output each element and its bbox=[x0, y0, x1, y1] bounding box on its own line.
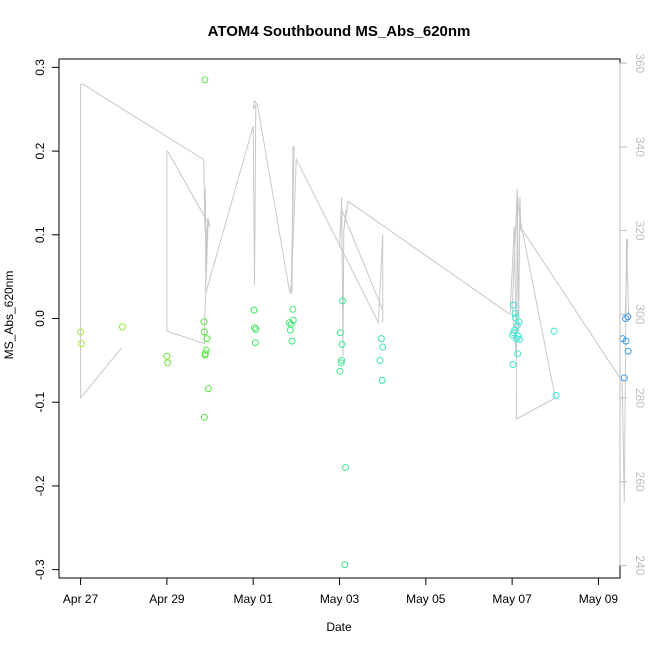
y-axis: -0.3 -0.2 -0.1 0.0 0.1 0.2 0.3 bbox=[33, 59, 60, 580]
data-point bbox=[201, 351, 209, 359]
data-point bbox=[204, 385, 212, 393]
x-axis-label: Date bbox=[326, 620, 352, 634]
data-point bbox=[202, 346, 210, 354]
x-tick-label: May 05 bbox=[406, 592, 446, 606]
secondary-tick-label: 240 bbox=[633, 555, 647, 575]
points-layer bbox=[77, 76, 632, 569]
data-point bbox=[624, 313, 632, 321]
data-point bbox=[624, 347, 632, 355]
data-point bbox=[509, 301, 517, 309]
data-point bbox=[163, 352, 171, 360]
data-point bbox=[622, 337, 630, 345]
data-point bbox=[201, 76, 209, 84]
data-point bbox=[379, 343, 387, 351]
x-axis: Apr 27 Apr 29 May 01 May 03 May 05 May 07 May … bbox=[63, 577, 619, 606]
y-tick-label: -0.2 bbox=[33, 475, 47, 496]
data-point bbox=[200, 413, 208, 421]
data-point bbox=[252, 325, 260, 333]
data-point bbox=[337, 359, 345, 367]
data-point bbox=[550, 327, 558, 335]
data-point bbox=[203, 335, 211, 343]
x-tick-label: May 07 bbox=[492, 592, 532, 606]
data-point bbox=[509, 361, 517, 368]
y-tick-label: 0.3 bbox=[33, 59, 47, 76]
data-point bbox=[622, 315, 630, 322]
data-point bbox=[515, 318, 523, 326]
data-point bbox=[200, 328, 208, 336]
y-tick-label: 0.2 bbox=[33, 142, 47, 159]
data-point bbox=[516, 335, 523, 343]
data-point bbox=[511, 310, 519, 317]
y-tick-label: 0.1 bbox=[33, 226, 47, 243]
data-point bbox=[552, 392, 560, 399]
y-tick-label: 0.0 bbox=[33, 310, 47, 327]
data-point bbox=[288, 337, 296, 345]
data-point bbox=[289, 305, 297, 313]
data-point bbox=[514, 350, 522, 358]
data-point bbox=[200, 318, 208, 326]
chart-title: ATOM4 Southbound MS_Abs_620nm bbox=[208, 23, 471, 40]
secondary-tick-label: 300 bbox=[633, 304, 647, 324]
y-tick-label: -0.1 bbox=[33, 392, 47, 413]
data-point bbox=[378, 376, 386, 384]
data-point bbox=[338, 356, 346, 364]
data-point bbox=[376, 356, 384, 364]
data-point bbox=[251, 339, 259, 347]
data-point bbox=[338, 340, 346, 348]
track-line bbox=[80, 83, 630, 503]
track-layer bbox=[80, 83, 630, 503]
data-point bbox=[342, 464, 349, 471]
data-point bbox=[512, 314, 520, 322]
plot-frame bbox=[58, 58, 621, 579]
data-point bbox=[250, 306, 258, 314]
x-tick-label: Apr 29 bbox=[149, 592, 185, 606]
data-point bbox=[251, 324, 258, 332]
secondary-tick-label: 320 bbox=[633, 221, 647, 241]
x-tick-label: May 01 bbox=[234, 592, 274, 606]
data-point bbox=[512, 335, 520, 343]
data-point bbox=[164, 359, 172, 367]
data-point bbox=[341, 561, 349, 569]
data-point bbox=[336, 367, 344, 375]
data-point bbox=[286, 326, 294, 334]
secondary-tick-label: 280 bbox=[633, 388, 647, 408]
data-point bbox=[339, 297, 346, 305]
data-point bbox=[77, 340, 85, 348]
secondary-y-axis: 240 260 280 300 320 340 360 bbox=[619, 53, 647, 576]
secondary-tick-label: 360 bbox=[633, 53, 647, 73]
x-tick-label: Apr 27 bbox=[63, 592, 99, 606]
y-axis-label: MS_Abs_620nm bbox=[2, 271, 16, 360]
secondary-tick-label: 260 bbox=[633, 472, 647, 492]
y-tick-label: -0.3 bbox=[33, 559, 47, 580]
data-point bbox=[77, 328, 85, 336]
data-point bbox=[620, 374, 628, 382]
secondary-tick-label: 340 bbox=[633, 137, 647, 157]
data-point bbox=[377, 335, 385, 343]
data-point bbox=[289, 316, 297, 324]
data-point bbox=[336, 329, 344, 337]
x-tick-label: May 03 bbox=[320, 592, 360, 606]
x-tick-label: May 09 bbox=[579, 592, 619, 606]
data-point bbox=[118, 323, 126, 331]
